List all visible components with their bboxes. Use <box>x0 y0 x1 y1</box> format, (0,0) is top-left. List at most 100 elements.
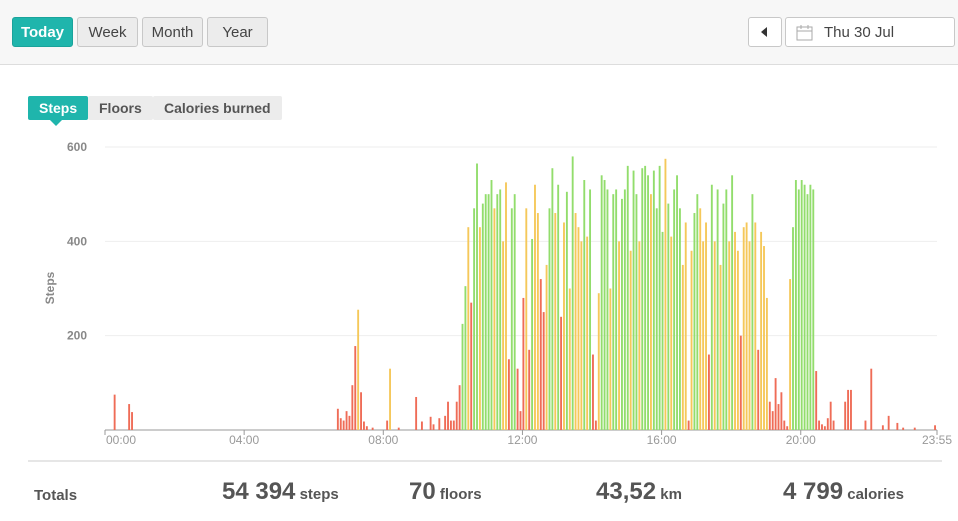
bar <box>429 416 432 430</box>
prev-button[interactable] <box>748 17 782 47</box>
bar <box>621 198 623 430</box>
bar <box>736 250 739 430</box>
bar <box>525 208 528 430</box>
bar <box>365 426 368 430</box>
bar <box>516 368 519 430</box>
bar <box>783 420 786 430</box>
tab[interactable]: Calories burned <box>153 96 282 120</box>
total-value: 43,52 <box>596 478 657 505</box>
bar <box>789 279 792 430</box>
bar <box>592 354 594 430</box>
bar <box>348 415 351 430</box>
bar <box>542 312 545 430</box>
bar <box>815 371 818 430</box>
bar <box>415 396 418 430</box>
bar <box>502 241 505 430</box>
bar <box>681 264 684 430</box>
bar <box>821 424 823 430</box>
x-tick-label: 23:55 <box>922 433 952 447</box>
bar <box>684 222 687 430</box>
y-tick-label: 400 <box>67 234 87 248</box>
bar <box>826 418 829 430</box>
bar <box>667 203 670 430</box>
bar <box>565 191 568 430</box>
bar <box>531 238 534 430</box>
bar <box>594 420 597 430</box>
bar <box>847 389 850 430</box>
bar <box>664 158 667 430</box>
bar <box>574 213 577 430</box>
tab[interactable]: Floors <box>88 96 153 120</box>
bar <box>777 404 780 430</box>
bar <box>481 203 484 430</box>
bar <box>812 189 815 430</box>
toolbar: Today Week Month Year Thu 30 Jul <box>0 0 958 65</box>
bar <box>722 203 725 430</box>
range-button[interactable]: Year <box>207 17 268 47</box>
totals-label: Totals <box>34 487 78 504</box>
bar <box>803 184 806 430</box>
x-tick-label: 20:00 <box>786 433 816 447</box>
bar <box>386 420 389 430</box>
bar <box>568 288 571 430</box>
y-tick-label: 200 <box>67 329 87 343</box>
bar <box>690 250 693 430</box>
bar <box>612 194 615 430</box>
bar <box>496 194 499 430</box>
bar <box>336 408 339 430</box>
bar <box>455 401 458 430</box>
bar <box>748 241 751 430</box>
bar <box>458 385 461 430</box>
total-unit: floors <box>439 486 482 503</box>
bar <box>716 189 719 430</box>
bar <box>823 426 826 430</box>
bar <box>444 415 447 430</box>
range-button[interactable]: Today <box>12 17 73 47</box>
calendar-icon <box>796 25 813 41</box>
bar <box>644 165 647 430</box>
bar <box>557 184 560 430</box>
bar <box>571 156 574 430</box>
range-button[interactable]: Week <box>77 17 138 47</box>
bar <box>536 213 539 430</box>
bar <box>702 241 705 430</box>
total-unit: calories <box>847 486 904 503</box>
date-text: Thu 30 Jul <box>824 24 895 41</box>
date-picker[interactable]: Thu 30 Jul <box>785 17 955 47</box>
y-axis-label: Steps <box>43 271 57 304</box>
bar <box>728 241 731 430</box>
bar <box>522 297 525 430</box>
bar <box>765 297 768 430</box>
bar <box>510 208 513 430</box>
bar <box>786 426 789 430</box>
tab[interactable]: Steps <box>28 96 89 120</box>
bar <box>618 241 620 430</box>
bar <box>342 420 345 430</box>
bar <box>357 309 360 430</box>
bar <box>461 323 464 430</box>
bar <box>707 354 710 430</box>
total: 4 799 calories <box>783 478 904 506</box>
bar <box>754 222 757 430</box>
bar <box>113 394 116 430</box>
bar <box>713 241 716 430</box>
bar <box>490 180 493 430</box>
chart: Steps 200 400 600 00:00 04:00 08:00 12:00 16:00… <box>28 120 952 462</box>
range-button[interactable]: Month <box>142 17 203 47</box>
bar <box>487 194 490 430</box>
bar <box>710 184 713 430</box>
total-value: 4 799 <box>783 478 844 505</box>
bar <box>693 213 696 430</box>
bar <box>597 293 600 430</box>
bar <box>792 227 794 430</box>
bar <box>902 427 905 430</box>
bar <box>545 264 548 430</box>
bar <box>850 389 852 430</box>
bar <box>519 411 522 430</box>
bar <box>647 175 649 430</box>
bar <box>757 349 760 430</box>
bar <box>478 227 481 430</box>
bar <box>745 222 748 430</box>
bar <box>539 279 542 430</box>
